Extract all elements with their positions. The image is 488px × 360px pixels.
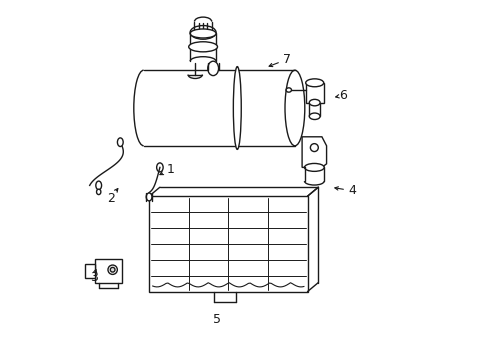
Ellipse shape: [304, 163, 324, 171]
Ellipse shape: [156, 163, 163, 172]
Ellipse shape: [190, 29, 216, 38]
Ellipse shape: [96, 189, 101, 194]
Bar: [149, 196, 307, 292]
Bar: [95, 259, 122, 283]
Ellipse shape: [310, 144, 318, 152]
Ellipse shape: [309, 113, 320, 120]
Ellipse shape: [207, 61, 218, 76]
Text: 7: 7: [283, 53, 290, 66]
Bar: [305, 83, 323, 103]
Text: 6: 6: [339, 89, 347, 102]
Text: 5: 5: [213, 313, 221, 326]
Bar: [309, 103, 320, 116]
Text: 1: 1: [166, 163, 174, 176]
Polygon shape: [302, 137, 326, 167]
Ellipse shape: [117, 138, 123, 147]
Ellipse shape: [285, 70, 304, 146]
Ellipse shape: [146, 193, 152, 201]
Ellipse shape: [96, 181, 102, 190]
Ellipse shape: [188, 42, 217, 52]
Text: 3: 3: [90, 271, 98, 284]
Text: 2: 2: [106, 192, 114, 204]
Bar: [85, 264, 95, 278]
Ellipse shape: [285, 88, 291, 92]
Text: 4: 4: [348, 184, 356, 197]
Ellipse shape: [305, 79, 323, 87]
Ellipse shape: [108, 265, 117, 274]
Ellipse shape: [110, 267, 115, 272]
Ellipse shape: [233, 67, 241, 149]
Ellipse shape: [309, 99, 320, 106]
Ellipse shape: [190, 26, 216, 39]
